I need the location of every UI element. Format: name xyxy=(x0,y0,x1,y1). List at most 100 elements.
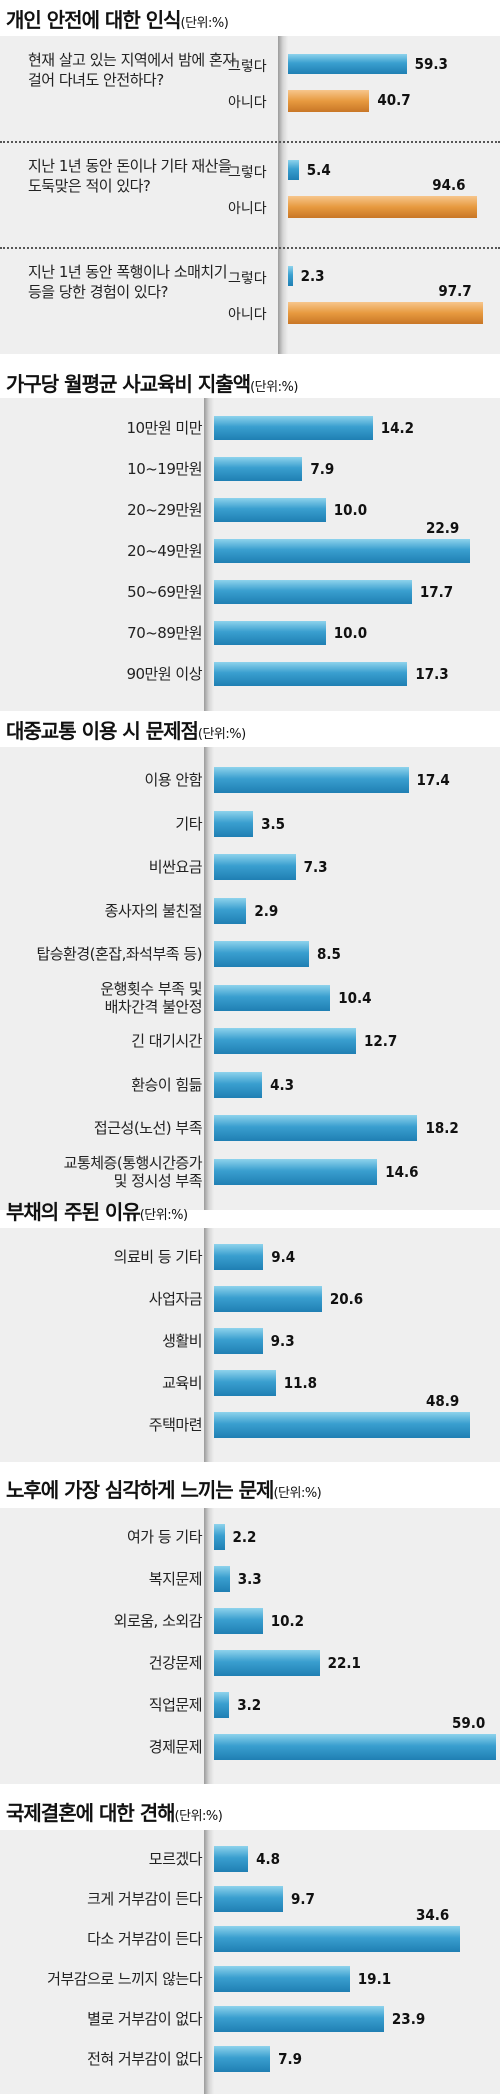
marriage-bar xyxy=(214,1926,460,1952)
marriage-value: 4.8 xyxy=(256,1850,281,1868)
safety-title: 개인 안전에 대한 인식(단위:%) xyxy=(6,4,229,33)
debt-category-label: 의료비 등 기타 xyxy=(113,1248,203,1266)
debt-bar xyxy=(214,1286,322,1312)
tutoring-value: 22.9 xyxy=(426,519,460,537)
debt-category-label: 생활비 xyxy=(162,1332,202,1350)
debt-title: 부채의 주된 이유(단위:%) xyxy=(6,1196,188,1225)
transit-value: 18.2 xyxy=(425,1119,459,1137)
marriage-category-label: 별로 거부감이 없다 xyxy=(87,2010,202,2028)
oldage-bar xyxy=(214,1608,263,1634)
safety-bar-yes xyxy=(288,266,293,286)
oldage-bar xyxy=(214,1692,230,1718)
oldage-bar xyxy=(214,1734,496,1760)
safety-title-text: 개인 안전에 대한 인식 xyxy=(6,8,181,32)
tutoring-value: 17.3 xyxy=(415,665,449,683)
safety-panel xyxy=(0,36,500,354)
debt-value: 48.9 xyxy=(426,1392,460,1410)
tutoring-category-label: 90만원 이상 xyxy=(126,665,202,683)
transit-category-label: 교통체증(통행시간증가 및 정시성 부족 xyxy=(63,1153,203,1190)
transit-title-text: 대중교통 이용 시 문제점 xyxy=(6,719,199,743)
debt-category-label: 주택마련 xyxy=(148,1416,203,1434)
safety-value: 40.7 xyxy=(377,91,411,109)
transit-bar xyxy=(214,767,409,793)
safety-bar-yes xyxy=(288,54,407,74)
transit-category-label: 기타 xyxy=(175,814,202,833)
tutoring-title-text: 가구당 월평균 사교육비 지출액 xyxy=(6,372,251,396)
tutoring-value: 7.9 xyxy=(310,460,335,478)
debt-bar xyxy=(214,1412,470,1438)
tutoring-title-unit: (단위:%) xyxy=(250,380,298,395)
marriage-title: 국제결혼에 대한 견해(단위:%) xyxy=(6,1797,223,1826)
tutoring-title: 가구당 월평균 사교육비 지출액(단위:%) xyxy=(6,368,298,397)
debt-axis xyxy=(204,1228,214,1462)
oldage-value: 22.1 xyxy=(327,1654,361,1672)
oldage-bar xyxy=(214,1524,225,1550)
transit-category-label: 종사자의 불친절 xyxy=(104,901,203,920)
marriage-bar xyxy=(214,1966,350,1992)
transit-axis xyxy=(204,747,214,1210)
safety-value: 94.6 xyxy=(432,176,466,194)
transit-bar xyxy=(214,810,254,837)
safety-answer-label: 아니다 xyxy=(228,201,267,217)
tutoring-axis xyxy=(204,398,214,711)
marriage-category-label: 전혀 거부감이 없다 xyxy=(87,2050,202,2068)
oldage-category-label: 여가 등 기타 xyxy=(126,1528,203,1546)
transit-category-label: 환승이 힘듦 xyxy=(131,1075,202,1094)
safety-divider xyxy=(0,247,500,249)
transit-bar xyxy=(214,897,247,924)
oldage-bar xyxy=(214,1566,230,1592)
marriage-value: 7.9 xyxy=(278,2050,303,2068)
transit-value: 12.7 xyxy=(363,1032,398,1050)
safety-value: 5.4 xyxy=(306,161,331,179)
tutoring-category-label: 20~29만원 xyxy=(127,501,202,519)
marriage-category-label: 모르겠다 xyxy=(148,1850,203,1868)
marriage-category-label: 다소 거부감이 든다 xyxy=(87,1930,202,1948)
safety-axis xyxy=(278,36,288,354)
safety-answer-label: 그렇다 xyxy=(228,59,267,75)
oldage-title-unit: (단위:%) xyxy=(273,1486,322,1501)
oldage-category-label: 직업문제 xyxy=(148,1696,203,1714)
marriage-title-unit: (단위:%) xyxy=(174,1809,223,1824)
oldage-value: 10.2 xyxy=(270,1612,305,1630)
safety-answer-label: 그렇다 xyxy=(228,271,267,287)
marriage-value: 9.7 xyxy=(290,1890,315,1908)
oldage-category-label: 경제문제 xyxy=(148,1738,203,1756)
oldage-bar xyxy=(214,1650,320,1676)
oldage-value: 59.0 xyxy=(452,1714,486,1732)
tutoring-bar xyxy=(214,498,326,522)
transit-bar xyxy=(214,1158,378,1185)
marriage-bar xyxy=(214,2046,271,2072)
marriage-bar xyxy=(214,1846,249,1872)
transit-category-label: 운행횟수 부족 및 배차간격 불안정 xyxy=(100,979,202,1016)
tutoring-value: 14.2 xyxy=(380,419,415,437)
transit-bar xyxy=(214,854,296,880)
safety-title-unit: (단위:%) xyxy=(180,16,229,31)
tutoring-value: 17.7 xyxy=(419,583,454,601)
transit-title: 대중교통 이용 시 문제점(단위:%) xyxy=(6,715,246,744)
marriage-axis xyxy=(204,1830,214,2094)
marriage-value: 23.9 xyxy=(391,2010,426,2028)
debt-value: 9.3 xyxy=(270,1332,295,1350)
debt-value: 20.6 xyxy=(329,1290,364,1308)
transit-value: 3.5 xyxy=(261,814,286,833)
tutoring-bar xyxy=(214,416,373,440)
safety-bar-no xyxy=(288,90,370,112)
transit-category-label: 접근성(노선) 부족 xyxy=(93,1119,203,1137)
tutoring-bar xyxy=(214,539,470,563)
oldage-value: 2.2 xyxy=(232,1528,257,1546)
oldage-category-label: 외로움, 소외감 xyxy=(113,1612,203,1630)
safety-question: 지난 1년 동안 폭행이나 소매치기 등을 당한 경험이 있다? xyxy=(28,263,228,301)
debt-title-text: 부채의 주된 이유 xyxy=(6,1200,141,1224)
safety-bar-no xyxy=(288,196,478,218)
safety-answer-label: 아니다 xyxy=(228,307,267,323)
transit-value: 2.9 xyxy=(254,901,279,920)
transit-bar xyxy=(214,1071,263,1098)
oldage-title: 노후에 가장 심각하게 느끼는 문제(단위:%) xyxy=(6,1474,322,1503)
transit-value: 7.3 xyxy=(303,858,328,876)
oldage-value: 3.3 xyxy=(237,1570,262,1588)
oldage-category-label: 건강문제 xyxy=(148,1654,203,1672)
transit-value: 4.3 xyxy=(270,1075,294,1094)
marriage-category-label: 거부감으로 느끼지 않는다 xyxy=(47,1970,202,1988)
debt-bar xyxy=(214,1370,276,1396)
safety-question: 지난 1년 동안 돈이나 기타 재산을 도둑맞은 적이 있다? xyxy=(28,157,232,195)
